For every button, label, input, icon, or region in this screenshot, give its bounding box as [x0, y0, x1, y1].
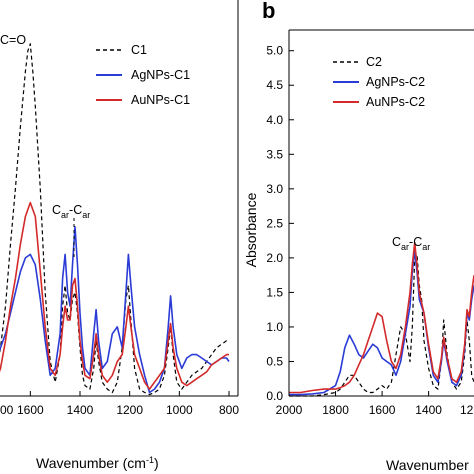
series-line-a-1	[0, 226, 230, 394]
legend-label-aunps-c1: AuNPs-C1	[131, 93, 190, 107]
x-tick-label-b-1: 1800	[322, 403, 349, 417]
panel-b-series	[289, 241, 474, 397]
x-tick-label-b-0: 2000	[276, 403, 303, 417]
y-tick-label-b-3: 1.5	[266, 285, 283, 299]
panel-a-x-axis: 1600 1400 1200 1000 800	[17, 391, 239, 417]
panel-b-legend: C2 AgNPs-C2 AuNPs-C2	[333, 55, 425, 109]
y-tick-label-b-10: 5.0	[266, 44, 283, 58]
panel-b-edge-tick-label: 12	[460, 403, 474, 417]
series-line-b-1	[289, 250, 474, 396]
x-tick-label-a-1: 1400	[67, 403, 94, 417]
y-tick-label-b-5: 2.5	[266, 216, 283, 230]
series-line-a-0	[0, 43, 229, 396]
y-tick-label-b-0: 0.0	[266, 389, 283, 403]
y-tick-label-b-4: 2.0	[266, 251, 283, 265]
series-line-b-0	[289, 253, 474, 397]
y-tick-label-b-7: 3.5	[266, 147, 283, 161]
panel-b-chart: b 0.0 0.5 1.0 1.5 2.0 2.5 3.0 3.5 4.0 4.5 5.0 2000…	[243, 0, 474, 473]
panel-b-x-axis: 2000 1800 1600 1400	[276, 391, 442, 417]
y-tick-label-b-8: 4.0	[266, 113, 283, 127]
legend-label-c2: C2	[366, 55, 382, 69]
panel-b-x-axis-title: Wavenumber	[386, 457, 469, 473]
legend-label-agnps-c1: AgNPs-C1	[131, 68, 190, 82]
panel-b-car-car-annotation: Car-Car	[392, 235, 430, 252]
x-tick-label-b-2: 1600	[369, 403, 396, 417]
panel-a-chart: 1600 1400 1200 1000 800 00 Wavenumber (cm-1)…	[0, 0, 239, 471]
y-tick-label-b-9: 4.5	[266, 78, 283, 92]
legend-label-agnps-c2: AgNPs-C2	[366, 75, 425, 89]
panel-a-legend: C1 AgNPs-C1 AuNPs-C1	[96, 43, 190, 107]
panel-a-x-axis-title: Wavenumber (cm-1)	[36, 455, 159, 471]
x-tick-label-b-3: 1400	[415, 403, 442, 417]
panel-a-series	[0, 43, 230, 396]
x-tick-label-a-2: 1200	[116, 403, 143, 417]
legend-label-c1: C1	[131, 43, 147, 57]
panel-b-y-axis-title: Absorbance	[243, 192, 259, 267]
panel-b-label: b	[262, 0, 275, 23]
legend-label-aunps-c2: AuNPs-C2	[366, 95, 425, 109]
panel-a-carbonyl-annotation: C=O	[0, 33, 26, 47]
y-tick-label-b-1: 0.5	[266, 354, 283, 368]
x-tick-label-a-0: 1600	[17, 403, 44, 417]
series-line-b-2	[289, 241, 474, 394]
y-tick-label-b-2: 1.0	[266, 320, 283, 334]
series-line-a-2	[0, 201, 229, 390]
x-tick-label-a-3: 1000	[166, 403, 193, 417]
panel-a-car-car-annotation: Car-Car	[52, 203, 90, 220]
x-tick-label-a-4: 800	[219, 403, 239, 417]
y-tick-label-b-6: 3.0	[266, 182, 283, 196]
panel-b-y-axis: 0.0 0.5 1.0 1.5 2.0 2.5 3.0 3.5 4.0 4.5 5.0	[266, 44, 294, 403]
panel-a-edge-tick-label: 00	[0, 403, 14, 417]
